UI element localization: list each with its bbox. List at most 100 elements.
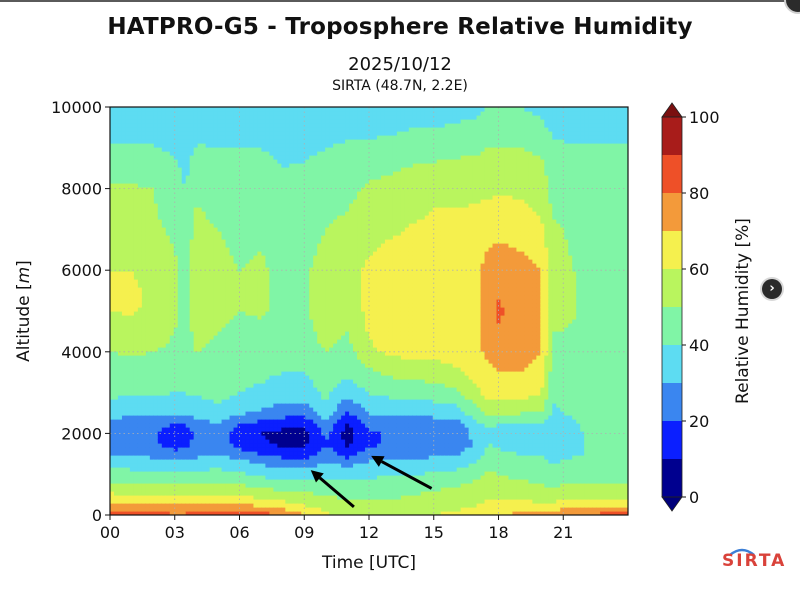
heatmap-cell [209, 147, 215, 152]
heatmap-cell [141, 375, 147, 380]
heatmap-cell [277, 363, 282, 368]
heatmap-cell [293, 123, 298, 128]
heatmap-cell [165, 135, 171, 140]
heatmap-cell [221, 287, 227, 292]
heatmap-cell [249, 211, 255, 216]
heatmap-cell [161, 279, 167, 284]
heatmap-cell [169, 111, 175, 116]
heatmap-cell [141, 303, 147, 308]
heatmap-cell [113, 143, 119, 148]
heatmap-cell [233, 251, 239, 256]
heatmap-cell [165, 139, 171, 144]
heatmap-cell [141, 211, 147, 216]
heatmap-cell [273, 395, 278, 400]
heatmap-cell [249, 283, 255, 288]
heatmap-cell [149, 235, 155, 240]
heatmap-cell [121, 187, 127, 192]
heatmap-cell [273, 371, 278, 376]
heatmap-cell [233, 387, 239, 392]
heatmap-cell [177, 335, 183, 340]
heatmap-cell [185, 435, 191, 440]
heatmap-cell [241, 351, 247, 356]
heatmap-cell [137, 119, 143, 124]
heatmap-cell [213, 499, 219, 504]
heatmap-cell [161, 483, 167, 488]
heatmap-cell [245, 355, 251, 360]
heatmap-cell [121, 351, 127, 356]
heatmap-cell [293, 295, 298, 300]
heatmap-cell [277, 115, 282, 120]
heatmap-cell [137, 411, 143, 416]
heatmap-cell [173, 479, 179, 484]
heatmap-cell [221, 243, 227, 248]
heatmap-cell [233, 503, 239, 508]
heatmap-cell [177, 323, 183, 328]
heatmap-cell [117, 507, 123, 512]
heatmap-cell [125, 511, 131, 515]
heatmap-cell [237, 315, 243, 320]
heatmap-cell [281, 123, 286, 128]
chart-site: SIRTA (48.7N, 2.2E) [332, 78, 468, 94]
heatmap-cell [169, 351, 175, 356]
heatmap-cell [281, 287, 286, 292]
heatmap-cell [157, 403, 163, 408]
heatmap-cell [145, 387, 151, 392]
heatmap-cell [301, 223, 306, 228]
heatmap-cell [257, 451, 263, 456]
heatmap-cell [281, 251, 286, 256]
heatmap-cell [110, 299, 115, 304]
heatmap-cell [245, 339, 251, 344]
heatmap-cell [241, 171, 247, 176]
heatmap-cell [129, 135, 135, 140]
heatmap-cell [145, 391, 151, 396]
heatmap-cell [285, 203, 290, 208]
heatmap-cell [169, 255, 175, 260]
heatmap-cell [189, 471, 195, 476]
heatmap-cell [113, 495, 119, 500]
heatmap-cell [225, 295, 231, 300]
heatmap-cell [285, 123, 290, 128]
close-button[interactable] [784, 0, 800, 14]
heatmap-cell [197, 355, 203, 360]
heatmap-cell [253, 231, 259, 236]
heatmap-cell [285, 383, 290, 388]
heatmap-cell [245, 383, 251, 388]
heatmap-cell [217, 419, 223, 424]
heatmap-cell [181, 475, 187, 480]
heatmap-cell [165, 355, 171, 360]
heatmap-cell [209, 187, 215, 192]
heatmap-cell [110, 359, 115, 364]
heatmap-cell [157, 171, 163, 176]
heatmap-cell [253, 227, 259, 232]
heatmap-cell [137, 427, 143, 432]
heatmap-cell [110, 343, 115, 348]
heatmap-cell [117, 203, 123, 208]
heatmap-cell [221, 443, 227, 448]
heatmap-cell [237, 219, 243, 224]
heatmap-cell [165, 367, 171, 372]
heatmap-cell [125, 363, 131, 368]
heatmap-cell [289, 375, 294, 380]
heatmap-cell [289, 223, 294, 228]
heatmap-cell [169, 399, 175, 404]
heatmap-cell [277, 407, 282, 412]
heatmap-cell [197, 295, 203, 300]
heatmap-cell [141, 271, 147, 276]
heatmap-cell [153, 351, 159, 356]
heatmap-cell [241, 307, 247, 312]
heatmap-cell [145, 359, 151, 364]
heatmap-cell [197, 151, 203, 156]
heatmap-cell [269, 367, 274, 372]
heatmap-cell [149, 455, 155, 460]
heatmap-cell [181, 263, 187, 268]
heatmap-cell [257, 483, 263, 488]
heatmap-cell [193, 267, 199, 272]
heatmap-cell [261, 239, 266, 244]
heatmap-cell [281, 507, 286, 512]
heatmap-cell [205, 423, 211, 428]
heatmap-cell [153, 231, 159, 236]
heatmap-cell [257, 247, 263, 252]
heatmap-cell [161, 475, 167, 480]
heatmap-cell [145, 163, 151, 168]
heatmap-cell [297, 383, 302, 388]
